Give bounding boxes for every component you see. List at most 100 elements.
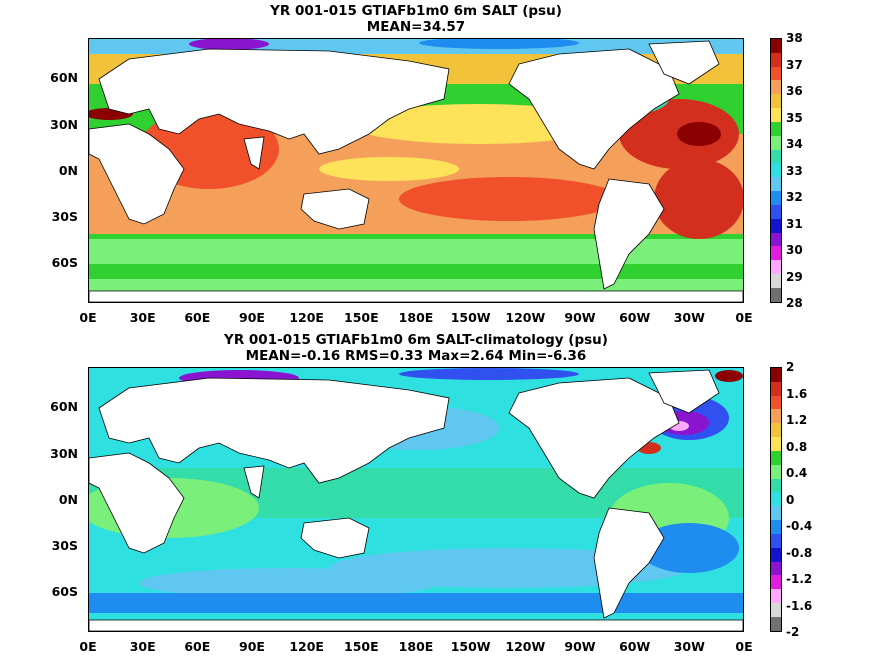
bottom-lon-label: 180E xyxy=(398,639,434,654)
top-colorbar-tick-label: 30 xyxy=(786,243,803,257)
bottom-colorbar-tick-label: 0.8 xyxy=(786,439,808,454)
top-colorbar-segment xyxy=(771,260,781,275)
top-lon-label: 90W xyxy=(564,310,596,325)
top-colorbar-segment xyxy=(771,39,781,53)
top-colorbar-tick-label: 34 xyxy=(786,137,803,151)
top-colorbar-segment xyxy=(771,121,781,136)
top-colorbar-segment xyxy=(771,218,781,233)
top-colorbar-segment xyxy=(771,66,781,81)
top-lon-label: 90E xyxy=(239,310,265,325)
top-lon-label: 120W xyxy=(505,310,546,325)
bottom-lon-label: 120E xyxy=(289,639,324,654)
bottom-colorbar-segment xyxy=(771,561,781,576)
bottom-title-line1: YR 001-015 GTIAFb1m0 6m SALT-climatology… xyxy=(224,332,608,348)
top-lon-label: 0E xyxy=(735,310,753,325)
top-lon-label: 30E xyxy=(129,310,156,325)
top-colorbar xyxy=(770,38,782,303)
bottom-lon-label: 60E xyxy=(184,639,211,654)
top-colorbar-segment xyxy=(771,52,781,67)
top-colorbar-segment xyxy=(771,287,781,302)
bottom-colorbar-segment xyxy=(771,464,781,479)
bottom-colorbar-segment xyxy=(771,492,781,507)
top-colorbar-tick-label: 36 xyxy=(786,84,803,98)
bottom-colorbar-segment xyxy=(771,381,781,396)
bottom-colorbar-segment xyxy=(771,533,781,548)
bottom-lon-label: 60W xyxy=(619,639,651,654)
bottom-colorbar-segment xyxy=(771,589,781,604)
bottom-colorbar-segment xyxy=(771,368,781,382)
top-colorbar-tick-label: 32 xyxy=(786,190,803,204)
top-colorbar-tick-label: 37 xyxy=(786,57,803,72)
bottom-colorbar-tick-label: -0.8 xyxy=(786,545,813,560)
top-lon-label: 0E xyxy=(79,310,97,325)
bottom-lat-60s: 60S xyxy=(51,584,78,599)
bottom-lon-label: 0E xyxy=(79,639,97,654)
bottom-title-line2: MEAN=-0.16 RMS=0.33 Max=2.64 Min=-6.36 xyxy=(245,348,587,364)
bottom-colorbar-segment xyxy=(771,409,781,424)
bottom-colorbar-tick-label: -1.2 xyxy=(786,572,813,586)
top-lon-label: 30W xyxy=(673,310,705,325)
bottom-lon-label: 90W xyxy=(564,639,596,654)
top-colorbar-segment xyxy=(771,163,781,178)
top-colorbar-tick-label: 38 xyxy=(786,31,803,45)
top-colorbar-segment xyxy=(771,80,781,95)
top-colorbar-segment xyxy=(771,135,781,150)
bottom-anomaly-map xyxy=(88,367,744,632)
bottom-colorbar-tick-label: 0.4 xyxy=(786,466,808,480)
top-lon-label: 150E xyxy=(344,310,379,325)
top-colorbar-segment xyxy=(771,108,781,122)
top-colorbar-segment xyxy=(771,149,781,164)
top-lat-0n: 0N xyxy=(58,163,78,178)
bottom-colorbar-tick-label: -1.6 xyxy=(786,598,813,613)
bottom-lon-label: 150W xyxy=(450,639,491,654)
bottom-lat-60n: 60N xyxy=(50,399,78,414)
bottom-colorbar-segment xyxy=(771,478,781,493)
bottom-colorbar-tick-label: 1.2 xyxy=(786,413,808,427)
bottom-lat-0n: 0N xyxy=(58,492,78,507)
top-salinity-map xyxy=(88,38,744,303)
bottom-colorbar-segment xyxy=(771,547,781,562)
bottom-lat-30s: 30S xyxy=(51,538,78,553)
top-lon-label: 180E xyxy=(398,310,434,325)
bottom-lon-label: 90E xyxy=(239,639,265,654)
top-colorbar-tick-label: 35 xyxy=(786,110,803,125)
bottom-lon-label: 30W xyxy=(673,639,705,654)
top-colorbar-segment xyxy=(771,177,781,192)
bottom-colorbar-tick-label: -0.4 xyxy=(786,519,813,533)
top-colorbar-tick-label: 28 xyxy=(786,296,803,310)
bottom-lon-label: 30E xyxy=(129,639,156,654)
top-lon-label: 60W xyxy=(619,310,651,325)
bottom-lat-30n: 30N xyxy=(50,446,78,461)
bottom-colorbar-segment xyxy=(771,616,781,631)
top-colorbar-segment xyxy=(771,246,781,261)
top-lat-30s: 30S xyxy=(51,209,78,224)
bottom-colorbar-tick-label: 1.6 xyxy=(786,386,808,401)
bottom-colorbar-segment xyxy=(771,395,781,410)
top-colorbar-segment xyxy=(771,204,781,219)
bottom-colorbar-tick-label: -2 xyxy=(786,625,800,639)
bottom-colorbar-segment xyxy=(771,423,781,438)
top-lat-60n: 60N xyxy=(50,70,78,85)
top-colorbar-segment xyxy=(771,94,781,109)
bottom-lon-label: 120W xyxy=(505,639,546,654)
top-lat-30n: 30N xyxy=(50,117,78,132)
bottom-colorbar xyxy=(770,367,782,632)
top-title-line2: MEAN=34.57 xyxy=(366,19,466,35)
bottom-lon-label: 0E xyxy=(735,639,753,654)
top-lon-label: 120E xyxy=(289,310,324,325)
top-colorbar-tick-label: 33 xyxy=(786,163,803,178)
bottom-colorbar-segment xyxy=(771,450,781,465)
bottom-colorbar-segment xyxy=(771,603,781,617)
bottom-colorbar-segment xyxy=(771,437,781,451)
top-colorbar-tick-label: 29 xyxy=(786,269,803,284)
bottom-lon-label: 150E xyxy=(344,639,379,654)
top-colorbar-segment xyxy=(771,274,781,288)
top-title-line1: YR 001-015 GTIAFb1m0 6m SALT (psu) xyxy=(270,3,562,19)
top-colorbar-tick-label: 31 xyxy=(786,216,803,231)
top-lon-label: 150W xyxy=(450,310,491,325)
bottom-colorbar-segment xyxy=(771,506,781,521)
bottom-colorbar-tick-label: 0 xyxy=(786,492,795,507)
bottom-colorbar-tick-label: 2 xyxy=(786,360,795,374)
top-lon-label: 60E xyxy=(184,310,211,325)
top-colorbar-segment xyxy=(771,191,781,205)
